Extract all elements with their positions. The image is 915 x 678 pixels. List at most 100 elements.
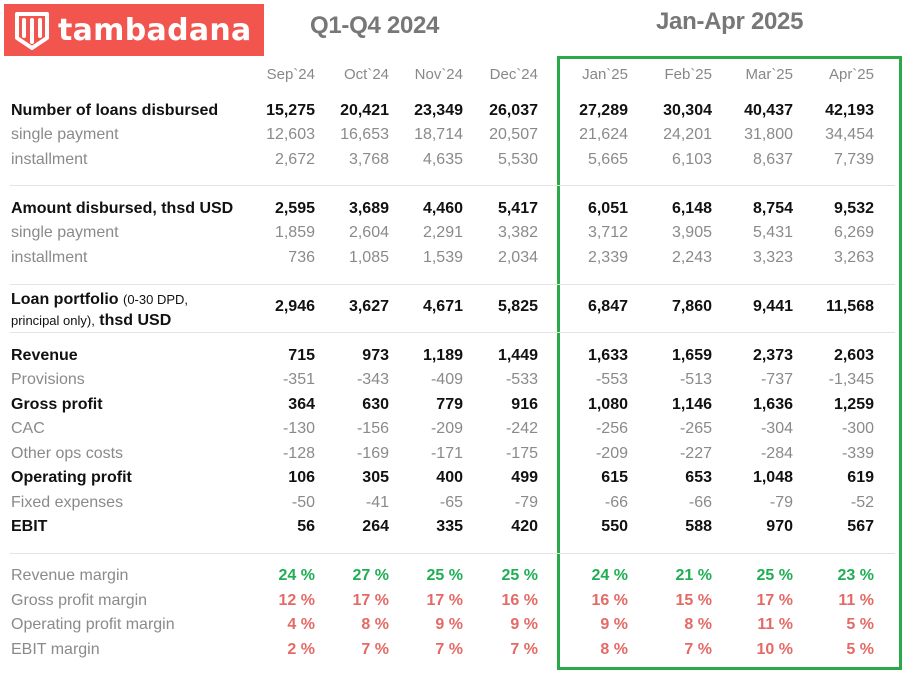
table-cell: 1,859 (274, 224, 315, 241)
table-cell: -533 (505, 371, 538, 388)
table-cell: -256 (595, 420, 628, 437)
row-label-main: Loan portfolio (11, 291, 119, 308)
row-label: Operating profit (11, 469, 132, 486)
table-cell: 21 % (675, 567, 712, 584)
table-cell: 34,454 (825, 126, 874, 143)
table-cell: -50 (291, 494, 315, 511)
column-header: Sep`24 (266, 66, 315, 83)
section-divider (10, 185, 895, 186)
table-cell: 106 (288, 469, 315, 486)
table-cell: 6,051 (587, 200, 628, 217)
table-cell: 15 % (675, 592, 712, 609)
table-cell: 420 (511, 518, 538, 535)
row-label-unit: thsd USD (99, 312, 172, 329)
table-cell: -169 (356, 445, 389, 462)
row-label: EBIT margin (11, 641, 100, 658)
table-cell: 335 (436, 518, 463, 535)
table-cell: -737 (760, 371, 793, 388)
table-cell: 305 (362, 469, 389, 486)
table-cell: 2,243 (671, 249, 712, 266)
table-cell: 916 (511, 396, 538, 413)
table-cell: -41 (365, 494, 389, 511)
table-cell: 630 (362, 396, 389, 413)
table-cell: 970 (766, 518, 793, 535)
table-cell: 9 % (600, 616, 628, 633)
table-cell: -65 (439, 494, 463, 511)
column-header: Nov`24 (414, 66, 463, 83)
row-label: Other ops costs (11, 445, 124, 462)
logo: tambadana (4, 4, 264, 56)
table-cell: -66 (688, 494, 712, 511)
section-divider (10, 332, 895, 333)
period-title-2024: Q1-Q4 2024 (310, 12, 440, 39)
column-header: Mar`25 (745, 66, 793, 83)
table-cell: 4 % (287, 616, 315, 633)
highlight-box-2025 (557, 56, 902, 670)
row-label: Revenue margin (11, 567, 129, 584)
table-cell: 6,148 (671, 200, 712, 217)
table-cell: 12,603 (266, 126, 315, 143)
table-cell: 25 % (756, 567, 793, 584)
table-cell: 2,291 (422, 224, 463, 241)
table-cell: 364 (288, 396, 315, 413)
table-cell: 16,653 (340, 126, 389, 143)
table-cell: 2,672 (274, 151, 315, 168)
table-cell: 8 % (361, 616, 389, 633)
table-cell: 25 % (501, 567, 538, 584)
table-cell: 23 % (837, 567, 874, 584)
table-cell: 9 % (435, 616, 463, 633)
table-cell: 3,323 (752, 249, 793, 266)
table-cell: 2 % (287, 641, 315, 658)
table-cell: 1,189 (422, 347, 463, 364)
table-cell: 7 % (435, 641, 463, 658)
table-cell: 3,768 (348, 151, 389, 168)
table-cell: 25 % (426, 567, 463, 584)
table-cell: -409 (430, 371, 463, 388)
table-cell: 12 % (278, 592, 315, 609)
row-label: single payment (11, 224, 119, 241)
table-cell: 3,627 (348, 298, 389, 315)
table-cell: 1,146 (671, 396, 712, 413)
brand-name: tambadana (58, 12, 252, 48)
table-cell: 499 (511, 469, 538, 486)
table-cell: -351 (282, 371, 315, 388)
table-cell: -66 (604, 494, 628, 511)
table-cell: 8 % (600, 641, 628, 658)
table-cell: 2,604 (348, 224, 389, 241)
table-cell: 27 % (352, 567, 389, 584)
table-cell: 2,595 (274, 200, 315, 217)
table-cell: 779 (436, 396, 463, 413)
table-cell: 17 % (352, 592, 389, 609)
table-cell: 1,659 (671, 347, 712, 364)
table-cell: 5,530 (497, 151, 538, 168)
table-cell: 7 % (684, 641, 712, 658)
table-cell: 11 % (838, 592, 874, 609)
logo-icon (15, 12, 49, 50)
table-cell: 5 % (846, 616, 874, 633)
table-cell: 24,201 (663, 126, 712, 143)
row-label: installment (11, 151, 88, 168)
table-cell: 3,689 (348, 200, 389, 217)
table-cell: 1,259 (833, 396, 874, 413)
table-cell: -79 (769, 494, 793, 511)
table-cell: 3,712 (587, 224, 628, 241)
table-cell: -156 (356, 420, 389, 437)
table-cell: 550 (601, 518, 628, 535)
table-cell: 10 % (756, 641, 793, 658)
table-cell: 2,946 (274, 298, 315, 315)
table-cell: 619 (847, 469, 874, 486)
table-cell: 5,665 (587, 151, 628, 168)
row-label: Operating profit margin (11, 616, 175, 633)
column-header: Feb`25 (664, 66, 712, 83)
table-cell: 715 (288, 347, 315, 364)
table-cell: -52 (850, 494, 874, 511)
table-cell: 2,603 (833, 347, 874, 364)
table-cell: -227 (679, 445, 712, 462)
table-cell: -513 (679, 371, 712, 388)
table-cell: 4,671 (422, 298, 463, 315)
table-cell: 20,507 (489, 126, 538, 143)
table-cell: 24 % (591, 567, 628, 584)
table-cell: -265 (679, 420, 712, 437)
table-cell: 9,441 (752, 298, 793, 315)
table-cell: -1,345 (828, 371, 874, 388)
